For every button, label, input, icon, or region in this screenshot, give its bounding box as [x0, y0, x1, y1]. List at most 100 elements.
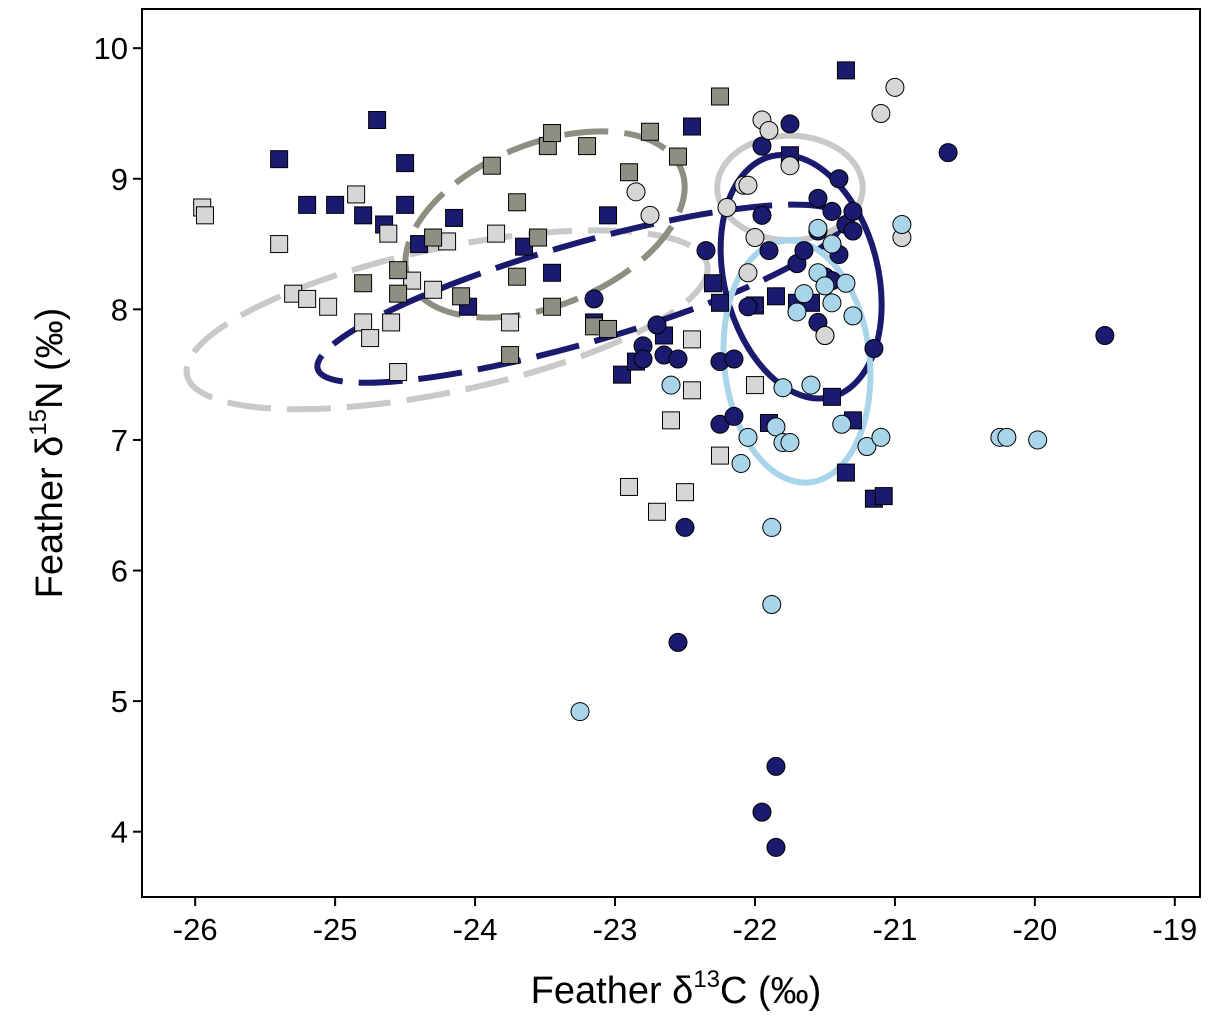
point-s4-24: [843, 201, 863, 221]
point-s3-11: [543, 124, 562, 143]
point-s5-11: [871, 103, 891, 123]
point-s6-3: [731, 453, 751, 473]
point-s1-16: [613, 365, 632, 384]
point-s1-15: [599, 206, 618, 225]
point-s2-3: [270, 235, 289, 254]
point-s5-1: [626, 182, 646, 202]
point-s3-9: [529, 228, 548, 247]
point-s3-18: [668, 147, 687, 166]
point-s1-30: [836, 463, 855, 482]
y-tick-label: 10: [94, 31, 128, 66]
point-s2-24: [710, 446, 729, 465]
point-s2-16: [487, 224, 506, 243]
point-s6-21: [892, 214, 912, 234]
points-layer: [193, 61, 1115, 857]
point-s6-26: [762, 594, 782, 614]
point-s4-32: [1095, 325, 1115, 345]
point-s2-13: [403, 271, 422, 290]
point-s3-13: [578, 137, 597, 156]
point-s3-16: [620, 163, 639, 182]
point-s5-3: [717, 197, 737, 217]
y-tick-label: 5: [111, 684, 128, 719]
point-s6-24: [1028, 430, 1048, 450]
point-s2-20: [662, 411, 680, 430]
x-tick-label: -21: [873, 912, 918, 947]
point-s6-9: [787, 302, 807, 322]
point-s5-15: [745, 228, 765, 248]
point-s2-19: [648, 502, 667, 521]
point-s6-16: [836, 273, 856, 293]
point-s4-14: [752, 205, 772, 225]
point-s6-14: [822, 293, 842, 313]
x-tick-label: -25: [313, 912, 358, 947]
point-s6-19: [857, 436, 877, 456]
point-s4-7: [696, 241, 716, 261]
point-s2-14: [424, 280, 443, 299]
x-tick-label: -20: [1012, 912, 1057, 947]
point-s5-9: [738, 263, 758, 283]
point-s1-1: [270, 150, 289, 169]
point-s2-9: [361, 329, 380, 348]
point-s6-18: [832, 414, 852, 434]
y-tick-label: 7: [111, 423, 128, 458]
point-s3-15: [599, 319, 618, 338]
x-tick-label: -22: [733, 912, 778, 947]
point-s4-36: [752, 802, 772, 822]
point-s1-8: [396, 195, 415, 214]
point-s6-10: [801, 375, 821, 395]
point-s1-12: [515, 237, 534, 256]
point-s6-11: [808, 218, 828, 238]
point-s3-7: [508, 193, 527, 212]
y-tick-label: 4: [111, 815, 128, 850]
point-s3-12: [543, 297, 562, 316]
point-s2-8: [354, 313, 373, 332]
point-s4-22: [829, 169, 849, 189]
y-axis: 4 5 6 7 8 9 10: [94, 31, 142, 850]
point-s3-2: [389, 261, 408, 280]
point-s5-12: [885, 77, 905, 97]
point-s6-17: [843, 306, 863, 326]
point-s4-37: [766, 837, 786, 857]
point-s1-19: [682, 117, 701, 136]
point-s4-19: [808, 188, 828, 208]
y-tick-label: 6: [111, 554, 128, 589]
point-s3-5: [452, 287, 471, 306]
point-s2-6: [319, 297, 338, 316]
point-s6-1: [570, 702, 590, 722]
x-tick-label: -26: [173, 912, 218, 947]
y-axis-title: Feather δ15N (‰): [25, 308, 71, 599]
point-s4-31: [938, 143, 958, 163]
point-s3-8: [508, 267, 527, 286]
x-tick-label: -23: [593, 912, 638, 947]
point-s1-23: [766, 287, 785, 306]
point-s4-9: [724, 349, 744, 369]
point-s3-3: [389, 284, 408, 303]
point-s4-4: [647, 315, 667, 335]
point-s4-21: [822, 201, 842, 221]
point-s6-4: [738, 427, 758, 447]
point-s2-23: [682, 330, 701, 349]
point-s2-2: [195, 206, 214, 225]
point-s6-23: [997, 427, 1017, 447]
point-s4-30: [864, 339, 884, 359]
point-s6-2: [661, 375, 681, 395]
point-s4-11: [724, 406, 744, 426]
point-s2-21: [675, 483, 694, 502]
point-s6-5: [766, 417, 786, 437]
point-s6-15: [822, 234, 842, 254]
point-s5-10: [815, 325, 835, 345]
point-s3-4: [424, 228, 443, 247]
point-s4-12: [738, 297, 758, 317]
point-s5-5: [738, 175, 758, 195]
x-tick-label: -24: [453, 912, 498, 947]
point-s2-25: [745, 376, 764, 395]
point-s3-17: [641, 122, 660, 141]
point-s1-4: [298, 195, 317, 214]
point-s1-21: [710, 293, 729, 312]
point-s3-1: [354, 274, 373, 293]
point-s4-35: [766, 756, 786, 776]
point-s2-17: [501, 313, 520, 332]
point-s1-2: [368, 111, 387, 129]
point-s1-28: [822, 387, 841, 406]
